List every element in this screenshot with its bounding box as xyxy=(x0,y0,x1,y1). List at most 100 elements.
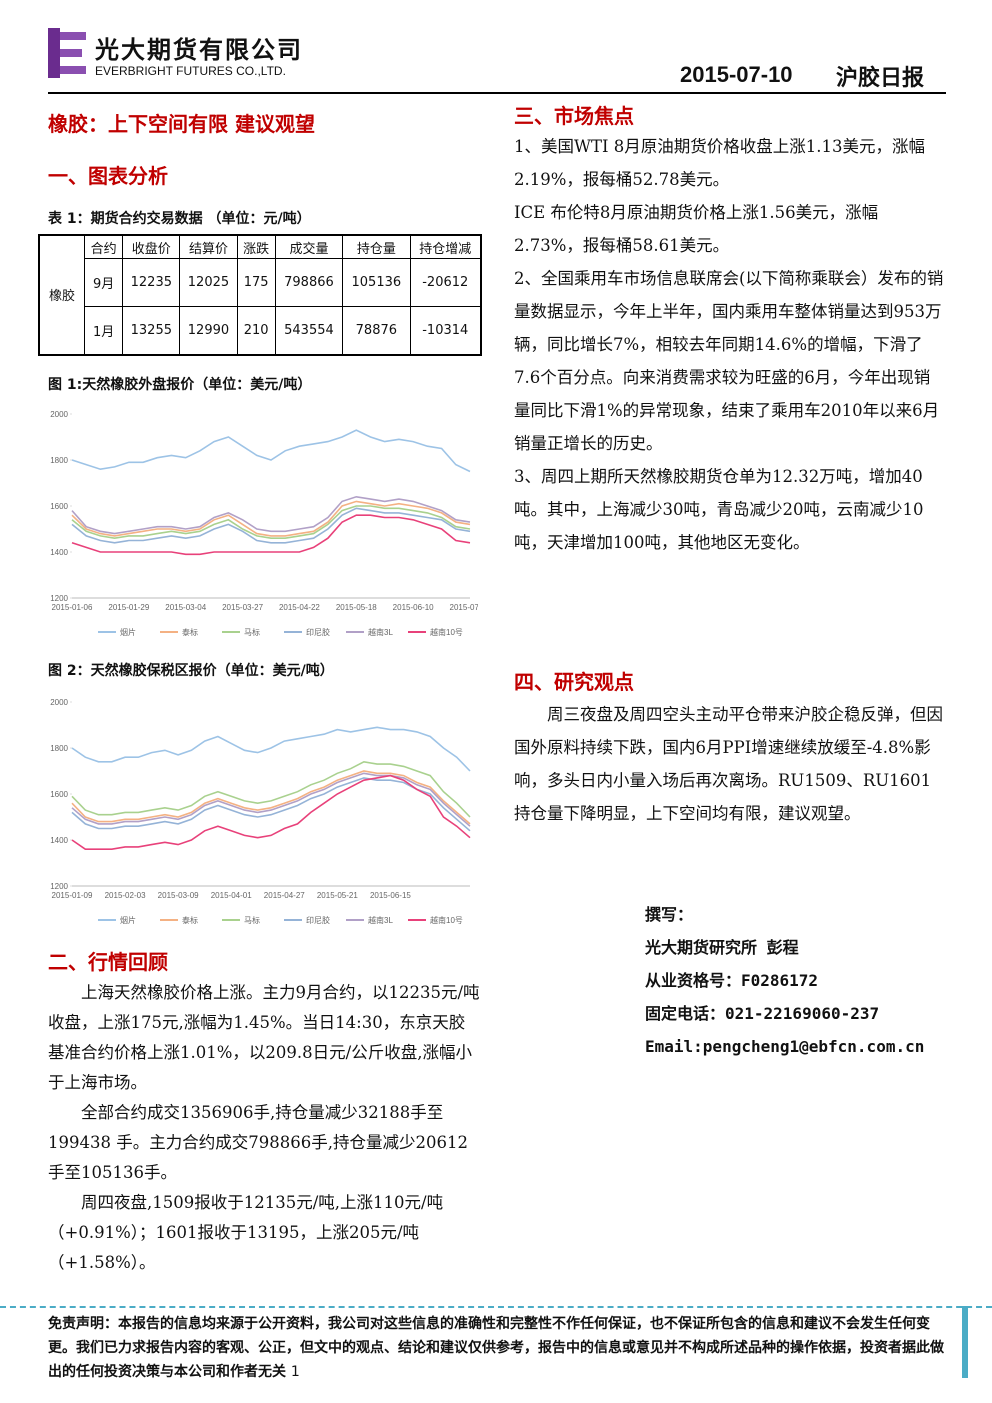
x-tick-label: 2015-01-06 xyxy=(52,603,93,612)
section-body: 上海天然橡胶价格上涨。主力9月合约，以12235元/吨收盘，上涨175元,涨幅为… xyxy=(48,978,480,1278)
series-line xyxy=(71,772,471,827)
th: 成交量 xyxy=(274,234,344,259)
page-number: 1 xyxy=(290,1364,300,1380)
cell: 105136 xyxy=(342,258,411,307)
legend-label: 烟片 xyxy=(120,915,136,925)
series-line xyxy=(71,500,471,537)
paragraph: 周三夜盘及周四空头主动平仓带来沪胶企稳反弹，但因国外原料持续下跌，国内6月PPI… xyxy=(514,705,943,823)
footer-bar xyxy=(962,1306,968,1378)
cell: 78876 xyxy=(342,306,411,355)
series-line xyxy=(71,777,471,832)
x-tick-label: 2015-02-03 xyxy=(105,891,146,900)
y-tick-label: 1800 xyxy=(50,744,68,753)
author-line: 从业资格号：F0286172 xyxy=(645,971,819,990)
data-table: 橡胶 合约 收盘价 结算价 涨跌 成交量 持仓量 持仓增减 9月 12235 12025 175 7… xyxy=(38,234,482,356)
x-tick-label: 2015-01-29 xyxy=(108,603,149,612)
th: 收盘价 xyxy=(122,234,181,259)
paragraph: 1、美国WTI 8月原油期货价格收盘上涨1.13美元，涨幅2.19%，报每桶52… xyxy=(514,137,925,189)
x-tick-label: 2015-04-22 xyxy=(279,603,320,612)
y-tick-label: 1600 xyxy=(50,790,68,799)
x-tick-label: 2015-06-10 xyxy=(393,603,434,612)
author-line: 固定电话：021-22169060-237 xyxy=(645,1004,880,1023)
th: 持仓量 xyxy=(342,234,411,259)
x-tick-label: 2015-03-27 xyxy=(222,603,263,612)
legend-label: 越南3L xyxy=(368,627,393,637)
table-caption: 表 1：期货合约交易数据 （单位：元/吨） xyxy=(48,211,311,227)
series-line xyxy=(71,760,471,818)
series-line xyxy=(71,774,471,850)
company-cn: 光大期货有限公司 xyxy=(95,35,303,64)
y-tick-label: 2000 xyxy=(50,410,68,419)
cell: 12025 xyxy=(179,258,238,307)
author-line: 撰写： xyxy=(645,905,694,924)
chart: 1200 1400 1600 1800 2000 2015-01-06 2015-01-29… xyxy=(50,410,478,637)
logo xyxy=(48,28,86,78)
x-tick-label: 2015-06-15 xyxy=(370,891,411,900)
legend-label: 泰标 xyxy=(182,915,198,925)
paragraph: 周四夜盘,1509报收于12135元/吨,上涨110元/吨（+0.91%）；16… xyxy=(48,1193,444,1272)
cell: -20612 xyxy=(409,258,482,307)
cell: 210 xyxy=(236,306,276,355)
legend-label: 印尼胶 xyxy=(306,627,330,637)
cell: 1月 xyxy=(83,306,124,355)
series-line xyxy=(71,495,471,535)
y-tick-label: 1200 xyxy=(50,594,68,603)
paragraph: 上海天然橡胶价格上涨。主力9月合约，以12235元/吨收盘，上涨175元,涨幅为… xyxy=(48,983,480,1092)
legend-label: 越南10号 xyxy=(430,627,463,637)
section-body: 1、美国WTI 8月原油期货价格收盘上涨1.13美元，涨幅2.19%，报每桶52… xyxy=(514,130,946,559)
author-line: Email:pengcheng1@ebfcn.com.cn xyxy=(645,1037,925,1056)
x-tick-label: 2015-05-21 xyxy=(317,891,358,900)
y-tick-label: 1600 xyxy=(50,502,68,511)
x-tick-label: 2015-03-04 xyxy=(165,603,206,612)
paragraph: 全部合约成交1356906手,持仓量减少32188手至199438 手。主力合约… xyxy=(48,1103,468,1182)
author-line: 光大期货研究所 彭程 xyxy=(645,938,799,957)
series-line xyxy=(71,429,471,473)
paragraph: ICE 布伦特8月原油期货价格上涨1.56美元，涨幅2.73%，报每桶58.61… xyxy=(514,203,879,255)
cell: 12990 xyxy=(179,306,238,355)
legend-label: 烟片 xyxy=(120,627,136,637)
th: 涨跌 xyxy=(236,234,276,259)
cell: 12235 xyxy=(122,258,181,307)
x-tick-label: 2015-07-06 xyxy=(450,603,478,612)
chart-title: 图 2：天然橡胶保税区报价（单位：美元/吨） xyxy=(48,663,334,679)
cell: -10314 xyxy=(409,306,482,355)
series-line xyxy=(71,770,471,825)
x-tick-label: 2015-03-09 xyxy=(158,891,199,900)
table-group: 橡胶 xyxy=(38,234,85,355)
x-tick-label: 2015-04-27 xyxy=(264,891,305,900)
cell: 798866 xyxy=(274,258,344,307)
legend-label: 越南10号 xyxy=(430,915,463,925)
author-block: 撰写： 光大期货研究所 彭程 从业资格号：F0286172 固定电话：021-2… xyxy=(645,898,924,1063)
header-rule xyxy=(48,92,946,94)
th: 结算价 xyxy=(179,234,238,259)
legend-label: 印尼胶 xyxy=(306,915,330,925)
series-line xyxy=(71,507,471,544)
report-name: 沪胶日报 xyxy=(836,65,925,91)
series-line xyxy=(71,505,471,540)
section-title: 四、研究观点 xyxy=(514,670,634,694)
th: 持仓增减 xyxy=(409,234,482,259)
series-line xyxy=(71,514,471,556)
disclaimer: 免责声明：本报告的信息均来源于公开资料，我公司对这些信息的准确性和完整性不作任何… xyxy=(48,1312,946,1384)
legend-label: 越南3L xyxy=(368,915,393,925)
cell: 175 xyxy=(236,258,276,307)
chart: 1200 1400 1600 1800 2000 2015-01-09 2015-02-03… xyxy=(50,698,471,925)
cell: 13255 xyxy=(122,306,181,355)
report-date: 2015-07-10 xyxy=(680,62,793,87)
y-tick-label: 1400 xyxy=(50,836,68,845)
section-title: 二、行情回顾 xyxy=(48,950,168,974)
company-en: EVERBRIGHT FUTURES CO.,LTD. xyxy=(95,64,286,78)
y-tick-label: 1200 xyxy=(50,882,68,891)
x-tick-label: 2015-01-09 xyxy=(52,891,93,900)
paragraph: 2、全国乘用车市场信息联席会(以下简称乘联会）发布的销量数据显示，今年上半年，国… xyxy=(514,269,944,453)
headline: 橡胶：上下空间有限 建议观望 xyxy=(48,112,315,136)
y-tick-label: 1800 xyxy=(50,456,68,465)
chart-title: 图 1:天然橡胶外盘报价（单位：美元/吨） xyxy=(48,377,312,393)
series-line xyxy=(71,726,471,772)
legend-label: 马标 xyxy=(244,915,260,925)
legend-label: 马标 xyxy=(244,627,260,637)
disclaimer-text: 免责声明：本报告的信息均来源于公开资料，我公司对这些信息的准确性和完整性不作任何… xyxy=(48,1316,944,1380)
x-tick-label: 2015-05-18 xyxy=(336,603,377,612)
y-tick-label: 2000 xyxy=(50,698,68,707)
